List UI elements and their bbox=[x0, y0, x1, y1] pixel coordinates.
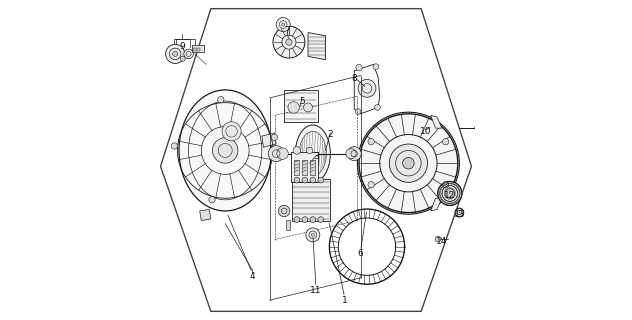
Circle shape bbox=[310, 217, 315, 222]
Circle shape bbox=[293, 147, 301, 154]
Bar bbox=[301, 160, 307, 175]
Ellipse shape bbox=[295, 125, 331, 182]
Circle shape bbox=[375, 105, 380, 110]
Circle shape bbox=[209, 196, 215, 203]
Text: 13: 13 bbox=[454, 210, 466, 219]
Circle shape bbox=[166, 44, 185, 63]
Circle shape bbox=[303, 103, 312, 112]
Circle shape bbox=[358, 79, 376, 97]
Bar bbox=[294, 160, 300, 175]
Circle shape bbox=[276, 18, 290, 32]
Circle shape bbox=[373, 64, 379, 69]
Circle shape bbox=[368, 139, 374, 145]
Circle shape bbox=[286, 39, 292, 45]
Circle shape bbox=[307, 147, 313, 154]
Circle shape bbox=[184, 49, 193, 59]
Polygon shape bbox=[354, 64, 380, 114]
Circle shape bbox=[277, 148, 288, 159]
Polygon shape bbox=[262, 133, 276, 147]
Bar bbox=[197, 49, 200, 51]
Circle shape bbox=[294, 177, 300, 183]
Circle shape bbox=[358, 112, 459, 214]
Circle shape bbox=[355, 109, 361, 115]
Circle shape bbox=[173, 51, 178, 56]
Circle shape bbox=[389, 144, 427, 182]
Circle shape bbox=[302, 177, 308, 183]
Bar bbox=[291, 152, 318, 182]
Bar bbox=[193, 49, 196, 51]
Circle shape bbox=[310, 177, 315, 183]
Text: 9: 9 bbox=[179, 42, 185, 52]
Bar bbox=[292, 179, 331, 220]
Circle shape bbox=[306, 228, 320, 242]
Polygon shape bbox=[308, 33, 325, 60]
Text: 6: 6 bbox=[358, 250, 363, 259]
Text: 5: 5 bbox=[299, 97, 305, 106]
Text: 12: 12 bbox=[444, 190, 456, 200]
Polygon shape bbox=[200, 209, 211, 220]
Text: 8: 8 bbox=[351, 74, 357, 83]
Text: 1: 1 bbox=[342, 296, 348, 305]
Circle shape bbox=[475, 126, 479, 130]
Circle shape bbox=[455, 208, 464, 217]
Circle shape bbox=[445, 189, 454, 198]
Circle shape bbox=[288, 102, 300, 113]
Circle shape bbox=[273, 26, 305, 58]
Ellipse shape bbox=[179, 90, 271, 211]
Bar bbox=[310, 160, 315, 175]
Bar bbox=[286, 220, 290, 230]
Circle shape bbox=[279, 205, 290, 217]
Text: 10: 10 bbox=[420, 127, 432, 136]
Text: 14: 14 bbox=[436, 237, 447, 246]
Circle shape bbox=[368, 181, 374, 188]
Text: 4: 4 bbox=[250, 272, 255, 281]
Bar bbox=[284, 90, 318, 122]
Circle shape bbox=[302, 217, 308, 222]
Circle shape bbox=[217, 96, 224, 103]
Text: 11: 11 bbox=[310, 286, 322, 295]
Circle shape bbox=[356, 64, 362, 71]
Text: 2: 2 bbox=[327, 130, 333, 139]
Circle shape bbox=[282, 23, 285, 26]
Circle shape bbox=[222, 122, 241, 141]
Circle shape bbox=[268, 146, 284, 162]
Circle shape bbox=[311, 233, 314, 236]
Circle shape bbox=[171, 143, 178, 149]
Circle shape bbox=[403, 157, 414, 169]
Circle shape bbox=[442, 181, 449, 188]
Circle shape bbox=[438, 181, 462, 205]
Polygon shape bbox=[430, 116, 442, 128]
Circle shape bbox=[435, 236, 441, 242]
Circle shape bbox=[347, 147, 362, 161]
Circle shape bbox=[180, 56, 185, 61]
Text: 3: 3 bbox=[313, 152, 320, 161]
Text: 7: 7 bbox=[284, 27, 290, 36]
Circle shape bbox=[318, 217, 324, 222]
Circle shape bbox=[346, 148, 356, 159]
Circle shape bbox=[294, 217, 300, 222]
Circle shape bbox=[271, 134, 277, 140]
Polygon shape bbox=[430, 198, 442, 211]
Circle shape bbox=[212, 138, 238, 163]
Bar bbox=[192, 45, 204, 52]
Circle shape bbox=[442, 139, 449, 145]
Circle shape bbox=[318, 177, 324, 183]
